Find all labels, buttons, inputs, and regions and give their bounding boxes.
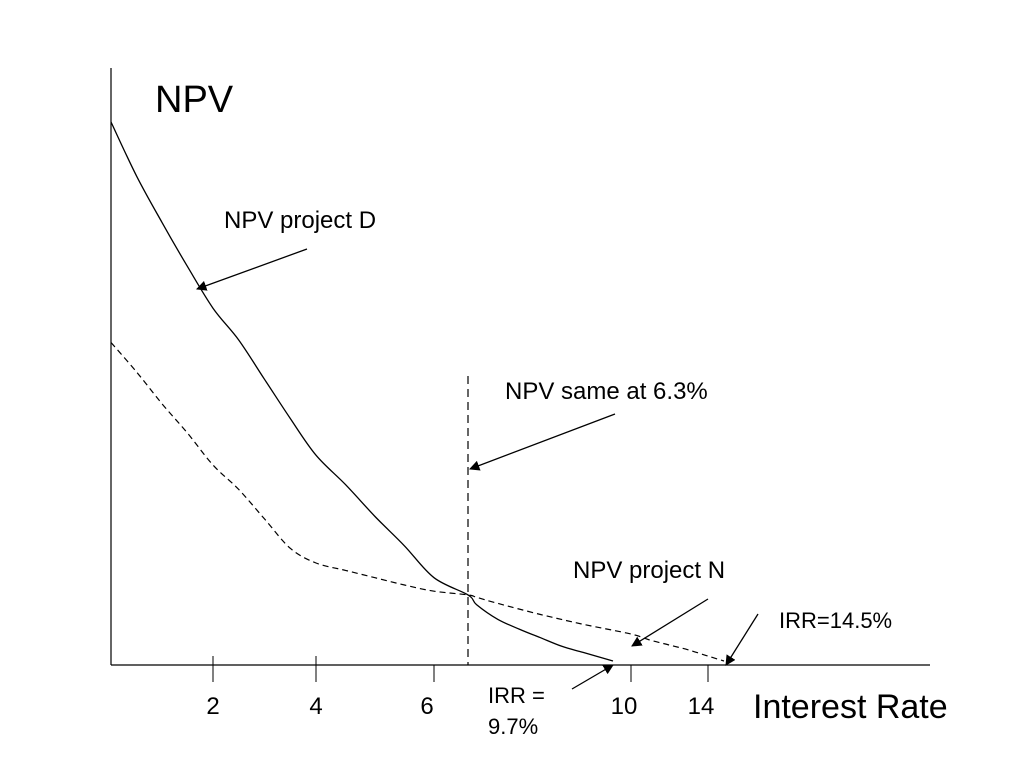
series-d-annotation: NPV project D	[224, 207, 376, 234]
npv-project-d-line	[110, 121, 614, 662]
x-tick-label: 2	[206, 693, 219, 720]
irr-d-annotation-line1: IRR =	[488, 683, 545, 708]
series-d-arrow	[196, 248, 308, 291]
crossover-arrow	[469, 413, 616, 471]
irr-d-annotation-line2: 9.7%	[488, 714, 538, 739]
x-tick-label: 4	[309, 693, 322, 720]
irr-n-annotation: IRR=14.5%	[779, 608, 892, 633]
series-n-arrow	[631, 598, 709, 647]
x-tick-label: 6	[420, 693, 433, 720]
series-n-annotation: NPV project N	[573, 557, 725, 584]
irr-d-arrow	[571, 664, 614, 690]
irr-n-arrow	[725, 613, 759, 666]
x-tick-label: 10	[611, 693, 638, 720]
y-axis-label: NPV	[155, 79, 234, 121]
x-axis-label: Interest Rate	[753, 688, 948, 726]
x-tick-label: 14	[688, 693, 715, 720]
crossover-annotation: NPV same at 6.3%	[505, 378, 708, 405]
